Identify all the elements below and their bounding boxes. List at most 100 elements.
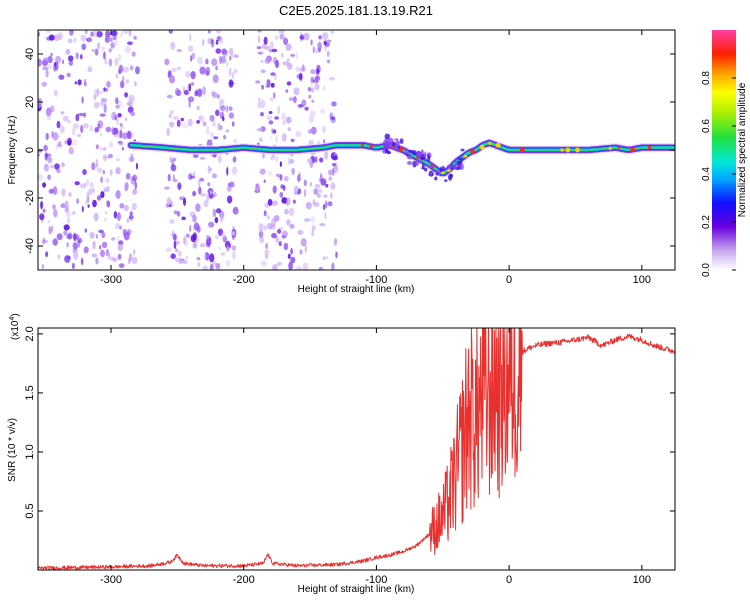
noise-speck (118, 141, 124, 146)
noise-speck (188, 100, 191, 108)
bottom-y-ticks: 0.5 1.0 1.5 2.0 (24, 326, 675, 519)
noise-speck (256, 46, 262, 50)
noise-speck (293, 87, 300, 96)
noise-speck (87, 204, 90, 208)
noise-speck (169, 110, 174, 115)
noise-speck (297, 229, 304, 235)
noise-speck (66, 233, 72, 240)
noise-speck (280, 184, 284, 189)
noise-speck (115, 157, 121, 162)
noise-speck (107, 153, 113, 159)
noise-speck (91, 188, 95, 193)
noise-speck (65, 48, 71, 55)
noise-speck (78, 239, 81, 248)
noise-speck (108, 58, 113, 67)
noise-speck (301, 99, 307, 107)
noise-speck (215, 39, 219, 45)
noise-speck (117, 243, 124, 251)
noise-speck (255, 80, 261, 84)
ridge-blob (444, 179, 448, 182)
noise-speck (205, 66, 211, 76)
noise-speck (116, 117, 119, 126)
noise-speck (51, 130, 54, 138)
ridge-blob (457, 160, 463, 166)
bottom-y-tick-label: 1.0 (24, 444, 36, 459)
noise-speck (279, 33, 285, 40)
noise-speck (260, 261, 266, 266)
top-y-tick-label: -40 (24, 238, 36, 254)
noise-speck (129, 65, 134, 71)
noise-speck (187, 83, 190, 92)
noise-band (164, 30, 239, 270)
noise-speck (96, 167, 103, 173)
noise-speck (331, 101, 337, 107)
noise-speck (326, 59, 331, 64)
noise-speck (115, 97, 119, 105)
noise-speck (287, 127, 291, 132)
noise-speck (123, 204, 129, 212)
ridge-hotspot (464, 154, 467, 158)
noise-speck (172, 116, 179, 120)
ridge-blob (407, 154, 412, 160)
noise-speck (128, 157, 135, 162)
noise-speck (309, 160, 314, 168)
noise-speck (89, 182, 94, 188)
noise-speck (108, 48, 112, 53)
noise-speck (115, 74, 119, 79)
noise-speck (206, 238, 211, 244)
noise-speck (106, 200, 111, 208)
noise-speck (287, 156, 291, 166)
noise-speck (81, 43, 87, 51)
noise-speck (192, 241, 198, 249)
noise-speck (174, 87, 180, 96)
noise-speck (103, 104, 107, 113)
noise-speck (204, 253, 207, 260)
top-x-axis-label: Height of straight line (km) (298, 284, 415, 295)
noise-speck (295, 51, 298, 60)
noise-speck (83, 246, 89, 254)
noise-speck (233, 138, 237, 144)
scale-factor-text: (x10 (10, 320, 21, 340)
noise-speck (328, 76, 335, 81)
noise-speck (113, 133, 120, 139)
noise-speck (223, 134, 227, 140)
noise-speck (324, 211, 327, 220)
noise-speck (257, 101, 261, 108)
noise-speck (69, 30, 74, 36)
noise-speck (124, 117, 128, 121)
noise-speck (314, 83, 320, 91)
noise-speck (164, 186, 170, 190)
noise-speck (78, 112, 84, 117)
noise-speck (199, 177, 205, 182)
noise-speck (77, 79, 82, 86)
noise-speck (122, 75, 125, 82)
noise-speck (126, 101, 133, 107)
noise-speck (215, 30, 221, 34)
noise-speck (226, 105, 229, 113)
noise-speck (192, 214, 197, 223)
ridge-blob (460, 148, 465, 152)
noise-speck (281, 235, 286, 239)
noise-speck (229, 181, 235, 188)
noise-speck (189, 211, 196, 218)
noise-speck (232, 206, 239, 215)
noise-speck (60, 111, 65, 115)
noise-speck (260, 112, 264, 117)
noise-speck (331, 163, 337, 167)
noise-speck (127, 106, 134, 114)
noise-speck (300, 238, 307, 247)
noise-speck (55, 142, 59, 151)
noise-speck (196, 120, 200, 124)
ridge-hotspot (575, 147, 580, 153)
noise-speck (276, 173, 280, 178)
noise-speck (307, 129, 314, 134)
noise-speck (209, 263, 214, 270)
noise-speck (286, 81, 292, 86)
snr-panel: -300 -200 -100 0 100 0.5 1.0 1.5 2.0 Height of … (7, 313, 676, 595)
noise-speck (192, 153, 199, 158)
noise-speck (176, 210, 181, 217)
noise-speck (167, 173, 171, 182)
noise-speck (310, 76, 314, 84)
bottom-x-ticks: -300 -200 -100 0 100 (100, 328, 651, 586)
noise-speck (47, 56, 53, 64)
